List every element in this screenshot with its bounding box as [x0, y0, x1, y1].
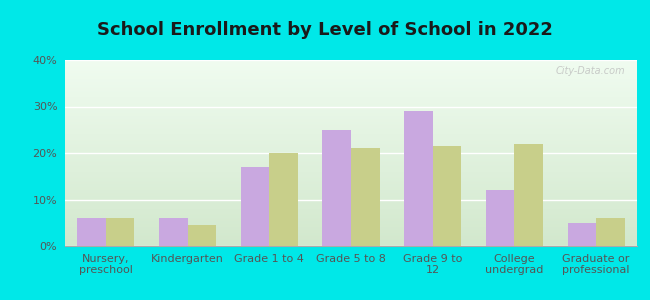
Bar: [567, 223, 596, 246]
Bar: [433, 146, 462, 246]
Bar: [514, 144, 543, 246]
Bar: [188, 225, 216, 246]
Bar: [269, 153, 298, 246]
Bar: [159, 218, 188, 246]
Text: School Enrollment by Level of School in 2022: School Enrollment by Level of School in …: [97, 21, 553, 39]
Bar: [106, 218, 135, 246]
Bar: [322, 130, 351, 246]
Bar: [77, 218, 106, 246]
Text: City-Data.com: City-Data.com: [556, 66, 625, 76]
Bar: [596, 218, 625, 246]
Bar: [351, 148, 380, 246]
Bar: [404, 111, 433, 246]
Bar: [486, 190, 514, 246]
Bar: [240, 167, 269, 246]
